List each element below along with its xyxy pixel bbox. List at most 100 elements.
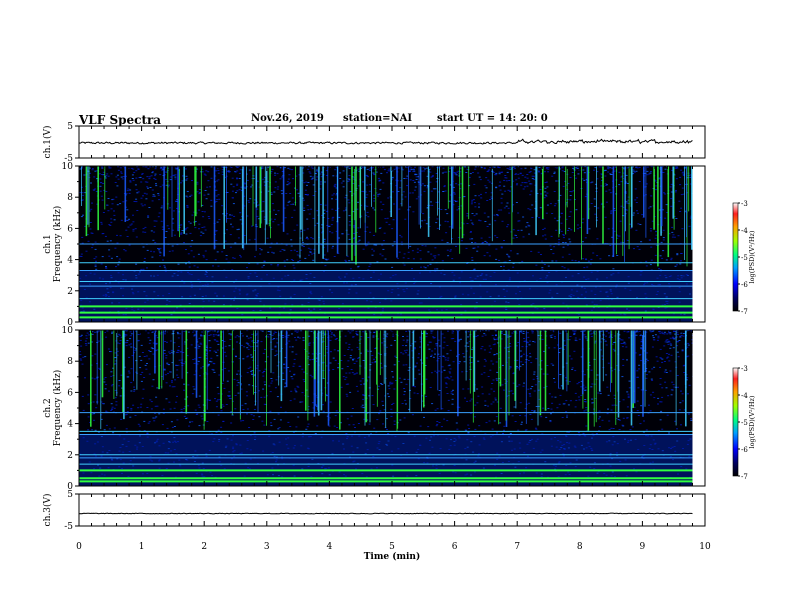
colorbar-tick-label: -7 bbox=[741, 308, 748, 316]
spectro-pixel bbox=[486, 171, 489, 172]
spectro-pixel bbox=[307, 352, 310, 354]
spectro-pixel bbox=[493, 420, 496, 422]
spectro-pixel bbox=[194, 409, 197, 411]
spectro-pixel bbox=[137, 340, 140, 342]
spectro-pixel bbox=[290, 203, 293, 205]
spectro-pixel bbox=[676, 167, 679, 169]
spectro-pixel bbox=[113, 427, 116, 429]
spectro-pixel bbox=[520, 229, 523, 231]
spectro-pixel bbox=[676, 345, 679, 347]
spectro-pixel bbox=[516, 359, 519, 361]
spectro-pixel bbox=[399, 187, 402, 189]
spectro-pixel bbox=[164, 166, 167, 168]
spectro-pixel bbox=[352, 211, 355, 213]
spectro-pixel bbox=[543, 350, 546, 352]
spectro-pixel bbox=[142, 388, 145, 390]
spectro-pixel bbox=[369, 184, 372, 186]
spectro-pixel bbox=[420, 266, 422, 268]
spectro-pixel bbox=[296, 189, 298, 191]
spectro-pixel bbox=[383, 232, 386, 234]
spectro-pixel bbox=[125, 193, 128, 195]
spectro-pixel bbox=[507, 269, 510, 271]
spectro-pixel bbox=[651, 330, 654, 332]
spectro-pixel bbox=[93, 189, 96, 191]
y-tick-label: 8 bbox=[67, 193, 73, 203]
spectro-pixel bbox=[426, 333, 428, 335]
spectro-pixel bbox=[536, 193, 539, 194]
spectro-pixel bbox=[522, 188, 525, 190]
spectro-pixel bbox=[140, 380, 143, 382]
spectro-pixel bbox=[483, 255, 486, 257]
spectro-pixel bbox=[609, 245, 612, 246]
spectro-pixel bbox=[135, 189, 138, 191]
spectro-pixel bbox=[679, 184, 682, 186]
spectro-pixel bbox=[322, 332, 325, 334]
spectro-pixel bbox=[173, 234, 176, 236]
spectro-pixel bbox=[352, 177, 355, 179]
spectro-pixel bbox=[664, 369, 667, 371]
spectro-pixel bbox=[666, 212, 669, 213]
spectro-pixel bbox=[492, 337, 495, 339]
spectro-pixel bbox=[498, 173, 501, 175]
spectro-pixel bbox=[413, 169, 415, 171]
spectro-pixel bbox=[450, 338, 453, 340]
spectro-pixel bbox=[405, 349, 408, 351]
spectro-pixel bbox=[183, 242, 185, 244]
spectro-pixel bbox=[687, 413, 690, 415]
spectro-pixel bbox=[481, 242, 484, 243]
spectro-pixel bbox=[566, 416, 568, 418]
spectro-pixel bbox=[303, 210, 306, 211]
spectro-pixel bbox=[131, 178, 134, 179]
spectro-pixel bbox=[101, 166, 104, 168]
spectro-pixel bbox=[640, 347, 643, 349]
spectro-pixel bbox=[212, 335, 215, 337]
spectro-pixel bbox=[509, 166, 511, 168]
spectro-pixel bbox=[484, 334, 487, 336]
spectro-pixel bbox=[646, 170, 649, 172]
spectro-pixel bbox=[303, 182, 306, 184]
spectro-pixel bbox=[483, 365, 486, 367]
spectro-pixel bbox=[590, 369, 593, 371]
spectro-pixel bbox=[406, 335, 409, 337]
spectro-pixel bbox=[263, 403, 266, 405]
spectro-pixel bbox=[171, 245, 174, 247]
spectro-pixel bbox=[486, 242, 488, 243]
spectro-pixel bbox=[182, 175, 184, 177]
spectro-pixel bbox=[500, 338, 503, 340]
spectro-pixel bbox=[239, 254, 241, 256]
spectro-pixel bbox=[474, 206, 477, 208]
spectro-pixel bbox=[430, 332, 433, 334]
spectro-pixel bbox=[299, 365, 302, 367]
spectro-pixel bbox=[588, 228, 591, 230]
spectro-pixel bbox=[173, 407, 176, 409]
spectro-pixel bbox=[558, 239, 561, 241]
spectro-pixel bbox=[208, 217, 211, 219]
spectro-pixel bbox=[133, 390, 136, 392]
spectro-pixel bbox=[403, 394, 406, 396]
spectro-pixel bbox=[466, 400, 469, 402]
spectro-pixel bbox=[605, 190, 608, 192]
spectro-pixel bbox=[125, 345, 128, 347]
spectro-pixel bbox=[197, 253, 200, 255]
spectro-pixel bbox=[263, 216, 266, 218]
spectro-pixel bbox=[140, 403, 143, 405]
spectro-pixel bbox=[138, 430, 141, 432]
spectro-pixel bbox=[130, 368, 133, 370]
spectro-pixel bbox=[335, 166, 338, 168]
spectro-pixel bbox=[484, 192, 487, 194]
spectro-pixel bbox=[598, 410, 601, 412]
spectro-pixel bbox=[357, 423, 360, 424]
spectro-pixel bbox=[148, 176, 151, 178]
spectro-pixel bbox=[202, 256, 205, 258]
spectro-pixel bbox=[486, 200, 489, 201]
spectro-pixel bbox=[457, 363, 460, 364]
spectro-pixel bbox=[488, 223, 491, 225]
spectro-pixel bbox=[476, 250, 479, 252]
spectro-pixel bbox=[234, 171, 237, 173]
spectro-pixel bbox=[441, 408, 444, 410]
spectro-pixel bbox=[307, 209, 310, 211]
spectro-pixel bbox=[666, 339, 669, 341]
spectro-pixel bbox=[309, 175, 312, 177]
spectro-pixel bbox=[514, 168, 516, 170]
spectro-pixel bbox=[650, 246, 653, 248]
